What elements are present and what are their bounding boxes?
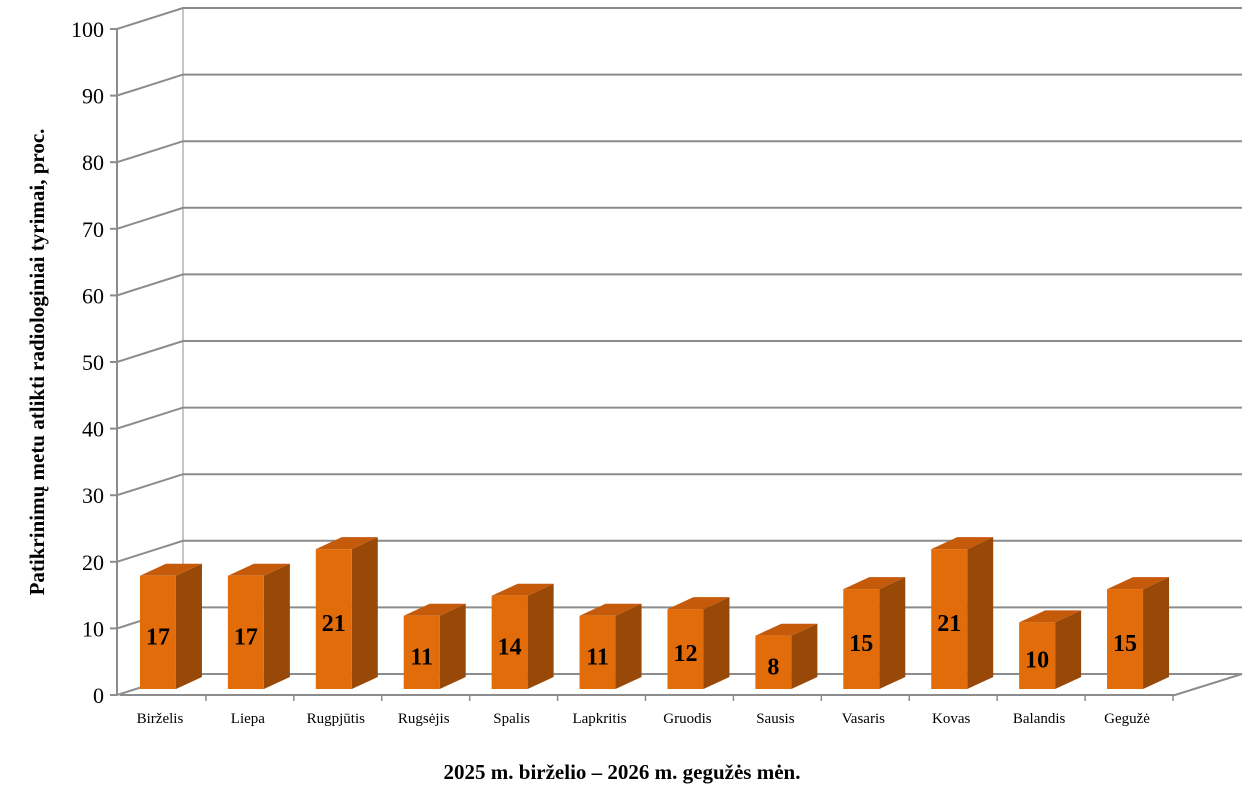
gridline-100 bbox=[116, 7, 1242, 30]
bar-side-3 bbox=[439, 603, 466, 689]
x-tick-label-8: Vasaris bbox=[842, 711, 885, 727]
bar-top-3 bbox=[403, 603, 466, 616]
data-label-1: 17 bbox=[234, 624, 258, 650]
bar-top-10 bbox=[1019, 610, 1082, 623]
gridline-40 bbox=[116, 406, 1242, 430]
bar-2 bbox=[315, 549, 352, 689]
gridline-20 bbox=[116, 539, 1242, 563]
bar-7 bbox=[755, 635, 792, 689]
data-label-6: 12 bbox=[673, 641, 697, 667]
gridlines bbox=[110, 7, 1243, 701]
y-tick-label-30: 30 bbox=[82, 483, 104, 508]
bar-6 bbox=[667, 609, 704, 689]
bar-side-5 bbox=[615, 603, 642, 689]
y-tick-label-70: 70 bbox=[82, 217, 104, 242]
bar-top-5 bbox=[579, 603, 642, 616]
bar-side-8 bbox=[879, 577, 906, 689]
bar-top-9 bbox=[931, 537, 994, 550]
data-label-9: 21 bbox=[937, 611, 961, 637]
bar-side-9 bbox=[967, 537, 994, 689]
bar-top-4 bbox=[491, 583, 554, 596]
bar-side-7 bbox=[791, 623, 818, 689]
x-axis-title: 2025 m. birželio – 2026 m. gegužės mėn. bbox=[444, 760, 801, 784]
x-tick-label-10: Balandis bbox=[1013, 711, 1066, 727]
x-tick-label-3: Rugsėjis bbox=[398, 711, 450, 727]
gridline-70 bbox=[116, 206, 1242, 230]
y-tick-label-100: 100 bbox=[71, 17, 104, 42]
data-label-0: 17 bbox=[146, 624, 170, 650]
data-label-10: 10 bbox=[1025, 648, 1049, 674]
data-label-4: 14 bbox=[498, 634, 522, 660]
gridline-30 bbox=[116, 473, 1242, 497]
x-tick-label-6: Gruodis bbox=[663, 711, 711, 727]
y-tick-label-60: 60 bbox=[82, 283, 104, 308]
bar-top-7 bbox=[755, 623, 818, 636]
bar-side-0 bbox=[175, 563, 202, 689]
y-tick-label-80: 80 bbox=[82, 150, 104, 175]
gridline-60 bbox=[116, 273, 1242, 297]
gridline-90 bbox=[116, 73, 1242, 97]
x-tick-label-0: Birželis bbox=[137, 711, 184, 727]
bar-0 bbox=[139, 575, 176, 689]
data-label-5: 11 bbox=[586, 644, 609, 670]
bar-8 bbox=[843, 589, 880, 689]
x-tick-label-9: Kovas bbox=[932, 711, 970, 727]
y-tick-label-10: 10 bbox=[82, 616, 104, 641]
y-tick-label-20: 20 bbox=[82, 550, 104, 575]
bar-side-1 bbox=[263, 563, 290, 689]
bar-1 bbox=[227, 575, 264, 689]
bar-10 bbox=[1019, 622, 1056, 689]
bar-top-0 bbox=[139, 563, 202, 576]
x-tick-label-11: Gegužė bbox=[1104, 711, 1150, 727]
bar-side-11 bbox=[1143, 577, 1170, 689]
x-tick-label-5: Lapkritis bbox=[572, 711, 626, 727]
floor-front-edge bbox=[120, 673, 1243, 696]
bar-side-6 bbox=[703, 597, 730, 689]
bar-side-10 bbox=[1055, 610, 1082, 689]
data-label-7: 8 bbox=[767, 654, 779, 680]
bar-9 bbox=[931, 549, 968, 689]
bar-3 bbox=[403, 615, 440, 689]
y-tick-label-50: 50 bbox=[82, 350, 104, 375]
y-tick-label-90: 90 bbox=[82, 84, 104, 109]
bar-5 bbox=[579, 615, 616, 689]
bar-11 bbox=[1107, 589, 1144, 689]
data-label-11: 15 bbox=[1113, 631, 1137, 657]
x-tick-label-7: Sausis bbox=[756, 711, 795, 727]
bar-top-8 bbox=[843, 577, 906, 590]
bar-top-2 bbox=[315, 537, 378, 550]
bar-top-1 bbox=[227, 563, 290, 576]
x-tick-label-2: Rugpjūtis bbox=[307, 711, 366, 727]
bar-side-4 bbox=[527, 583, 554, 689]
data-label-8: 15 bbox=[849, 631, 873, 657]
bar-side-2 bbox=[351, 537, 378, 689]
data-label-2: 21 bbox=[322, 611, 346, 637]
x-tick-label-1: Liepa bbox=[231, 711, 265, 727]
labels: 0 10 20 30 40 50 60 70 80 90 100 17 Birželis 17 Liepa 2… bbox=[71, 17, 1150, 727]
y-tick-label-0: 0 bbox=[93, 683, 104, 708]
gridline-50 bbox=[116, 340, 1242, 363]
x-tick-label-4: Spalis bbox=[493, 711, 530, 727]
bar-top-6 bbox=[667, 597, 730, 610]
data-label-3: 11 bbox=[410, 644, 433, 670]
bar-4 bbox=[491, 595, 528, 689]
bar-top-11 bbox=[1107, 577, 1170, 590]
y-axis-title: Patikrinimų metu atlikti radiologiniai t… bbox=[25, 129, 49, 596]
bars bbox=[139, 537, 1170, 689]
y-tick-label-40: 40 bbox=[82, 417, 104, 442]
gridline-80 bbox=[116, 140, 1242, 164]
